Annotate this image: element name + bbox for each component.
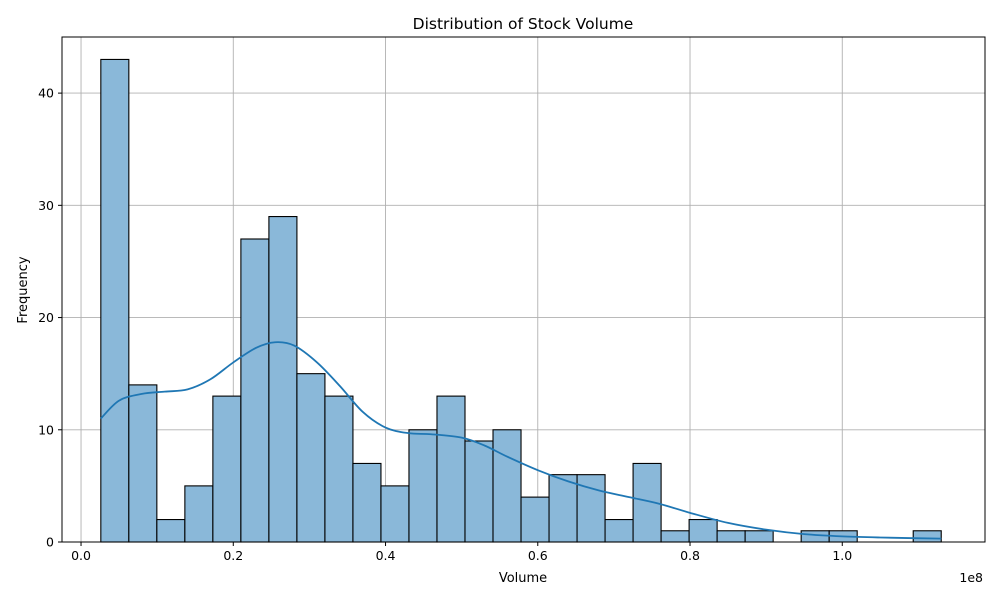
grid-layer xyxy=(62,37,985,543)
histogram-bar xyxy=(408,429,438,543)
chart-title: Distribution of Stock Volume xyxy=(413,15,634,33)
histogram-bar xyxy=(156,519,186,543)
histogram-bar xyxy=(380,485,410,543)
histogram-bar xyxy=(716,530,746,543)
histogram-bar xyxy=(464,440,494,543)
tick-layer: 0.0 0.2 0.4 0.6 0.8 1.0 0 10 20 30 40 xyxy=(38,86,852,563)
x-tick-label: 0.2 xyxy=(223,548,243,563)
x-axis-label: Volume xyxy=(499,571,547,586)
x-tick-label: 1.0 xyxy=(832,548,852,563)
histogram-bar xyxy=(520,496,550,543)
y-tick-label: 10 xyxy=(38,422,54,437)
kde-layer xyxy=(100,341,942,540)
histogram-bar xyxy=(660,530,690,543)
y-tick-label: 40 xyxy=(38,86,54,101)
bar-layer xyxy=(100,58,942,543)
histogram-bar xyxy=(492,429,522,543)
histogram-bar xyxy=(324,395,354,543)
histogram-bar xyxy=(128,384,158,543)
histogram-bar xyxy=(212,395,242,543)
histogram-bar xyxy=(352,462,382,543)
x-tick-label: 0.0 xyxy=(71,548,91,563)
y-tick-label: 20 xyxy=(38,310,54,325)
x-tick-label: 0.4 xyxy=(376,548,396,563)
histogram-bar xyxy=(184,485,214,543)
histogram-bar xyxy=(240,238,270,543)
x-offset-label: 1e8 xyxy=(959,570,983,585)
histogram-bar xyxy=(268,216,298,543)
histogram-bar xyxy=(912,530,942,543)
histogram-bar xyxy=(604,519,634,543)
histogram-bar xyxy=(744,530,774,543)
plot-frame xyxy=(61,36,986,543)
x-tick-label: 0.6 xyxy=(528,548,548,563)
histogram-bar xyxy=(688,519,718,543)
histogram-bar xyxy=(548,474,578,543)
x-tick-label: 0.8 xyxy=(680,548,700,563)
kde-curve xyxy=(100,341,942,540)
histogram-bar xyxy=(436,395,466,543)
histogram-bar xyxy=(100,58,130,543)
y-tick-label: 30 xyxy=(38,198,54,213)
histogram-bar xyxy=(296,373,326,543)
y-tick-label: 0 xyxy=(46,535,54,550)
y-axis-label: Frequency xyxy=(16,256,31,323)
